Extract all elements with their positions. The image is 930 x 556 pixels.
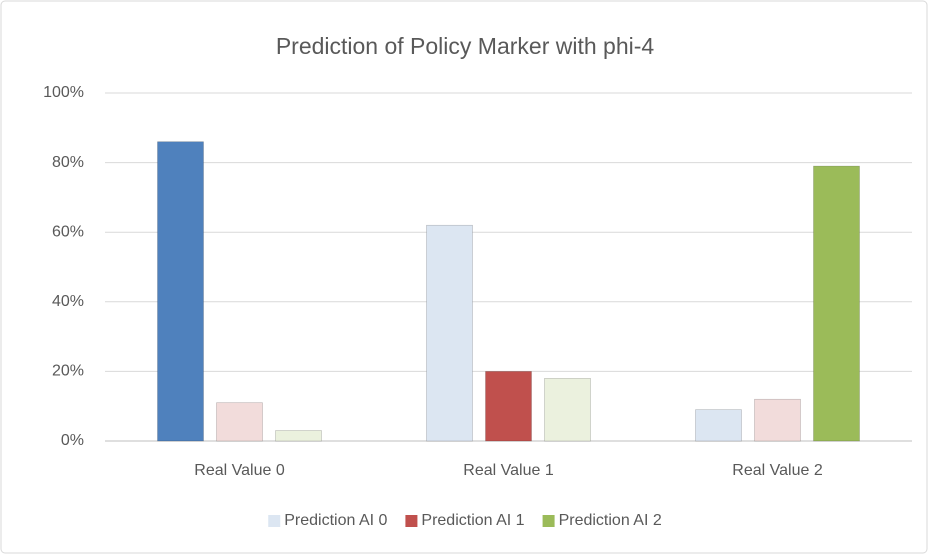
legend-label: Prediction AI 1	[421, 512, 524, 529]
x-tick-label: Real Value 0	[194, 462, 285, 479]
y-tick-label: 40%	[52, 293, 84, 310]
x-tick-label: Real Value 1	[463, 462, 554, 479]
y-tick-label: 60%	[52, 223, 84, 240]
bar	[485, 371, 532, 442]
chart-title: Prediction of Policy Marker with phi-4	[276, 33, 655, 59]
bar	[813, 165, 860, 442]
y-tick-label: 80%	[52, 154, 84, 171]
bar	[275, 430, 322, 442]
legend-swatch	[542, 515, 555, 527]
y-tick-label: 100%	[43, 84, 84, 101]
y-tick-label: 0%	[61, 432, 84, 449]
bar	[544, 378, 591, 442]
bar	[216, 402, 263, 442]
bar	[157, 141, 204, 442]
legend-swatch	[268, 515, 281, 527]
legend-label: Prediction AI 2	[559, 512, 662, 529]
y-tick-label: 20%	[52, 363, 84, 380]
legend-label: Prediction AI 0	[284, 512, 387, 529]
x-tick-label: Real Value 2	[732, 462, 823, 479]
legend-swatch	[405, 515, 418, 527]
bar	[754, 398, 801, 442]
bar	[426, 224, 473, 442]
bar	[695, 409, 742, 442]
